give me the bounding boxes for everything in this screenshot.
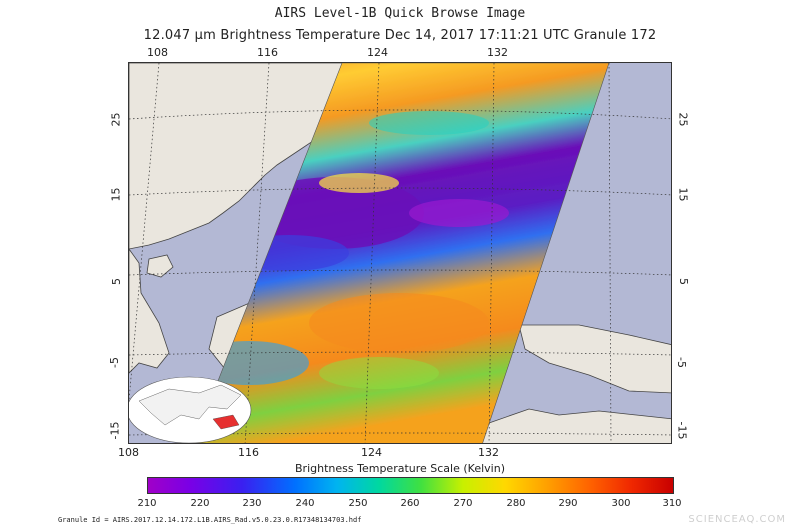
lat-label-left: -5 <box>107 357 121 368</box>
lon-label-top: 124 <box>367 46 388 59</box>
watermark: SCIENCEAQ.COM <box>688 514 786 525</box>
lat-label-left: 25 <box>109 112 123 127</box>
scale-label: 260 <box>400 498 420 509</box>
lat-label-left: -15 <box>108 421 122 440</box>
land-indochina <box>129 248 170 374</box>
globe-inset <box>129 376 252 443</box>
scale-label: 210 <box>137 498 157 509</box>
scale-label: 220 <box>190 498 210 509</box>
lat-label-right: 25 <box>676 112 690 127</box>
page-subtitle: 12.047 μm Brightness Temperature Dec 14,… <box>143 28 657 43</box>
lat-label-right: 15 <box>676 187 690 202</box>
lat-label-right: 5 <box>677 278 690 285</box>
color-scale-bar <box>147 477 674 494</box>
scale-label: 300 <box>611 498 631 509</box>
lat-label-left: 15 <box>109 187 123 202</box>
page-title: AIRS Level-1B Quick Browse Image <box>274 6 526 21</box>
lon-label-top: 108 <box>147 46 168 59</box>
scale-label: 310 <box>662 498 682 509</box>
scale-label: 290 <box>558 498 578 509</box>
scale-label: 240 <box>295 498 315 509</box>
granule-id: Granule Id = AIRS.2017.12.14.172.L1B.AIR… <box>58 516 362 524</box>
map-panel <box>128 62 672 444</box>
scale-label: 230 <box>242 498 262 509</box>
scale-label: 250 <box>348 498 368 509</box>
land-australia <box>479 408 671 443</box>
lat-label-right: -5 <box>674 357 688 368</box>
lon-label-bottom: 124 <box>361 446 382 459</box>
lon-label-bottom: 108 <box>118 446 139 459</box>
lon-label-top: 132 <box>487 46 508 59</box>
scale-title: Brightness Temperature Scale (Kelvin) <box>295 462 505 475</box>
scale-label: 280 <box>506 498 526 509</box>
land-new-guinea <box>518 324 671 394</box>
lon-label-bottom: 132 <box>478 446 499 459</box>
brightness-temperature-map <box>129 63 671 443</box>
lat-label-right: -15 <box>675 421 689 440</box>
land-hainan <box>146 254 174 278</box>
lat-label-left: 5 <box>110 278 123 285</box>
lon-label-top: 116 <box>257 46 278 59</box>
lon-label-bottom: 116 <box>238 446 259 459</box>
graticule <box>129 63 671 443</box>
scale-label: 270 <box>453 498 473 509</box>
